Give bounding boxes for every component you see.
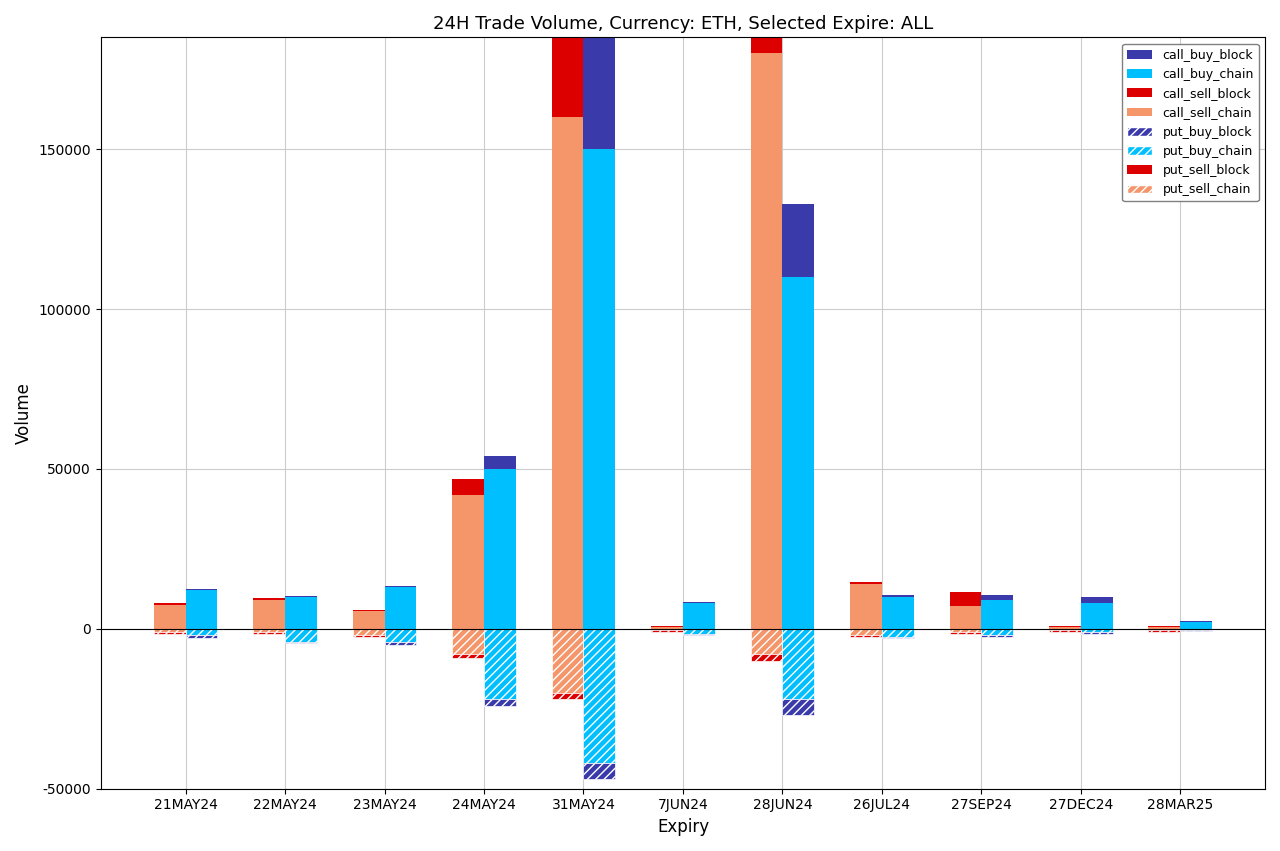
Bar	[552, 5, 584, 117]
Bar	[850, 582, 882, 584]
Bar	[1050, 631, 1080, 632]
Bar	[982, 635, 1014, 637]
Bar	[982, 600, 1014, 629]
Bar	[253, 629, 285, 632]
Bar	[1050, 627, 1080, 629]
Bar	[452, 494, 484, 629]
Bar	[782, 277, 814, 629]
Bar	[1180, 629, 1212, 631]
Bar	[882, 629, 914, 637]
Bar	[154, 632, 186, 634]
Bar	[684, 629, 714, 634]
Bar	[652, 627, 684, 629]
Bar	[882, 596, 914, 597]
Bar	[950, 592, 982, 607]
Bar	[584, 763, 616, 780]
Bar	[982, 629, 1014, 635]
Bar	[353, 629, 384, 635]
Bar	[552, 693, 584, 700]
Bar	[850, 635, 882, 637]
Bar	[1180, 622, 1212, 629]
Bar	[1148, 625, 1180, 627]
Bar	[484, 629, 516, 700]
Bar	[384, 629, 416, 642]
Bar	[652, 629, 684, 631]
X-axis label: Expiry: Expiry	[657, 818, 709, 836]
Bar	[1050, 625, 1080, 627]
Bar	[584, 15, 616, 149]
Bar	[1148, 627, 1180, 629]
Bar	[950, 632, 982, 634]
Bar	[285, 642, 317, 643]
Bar	[950, 607, 982, 629]
Bar	[452, 478, 484, 494]
Bar	[1080, 629, 1112, 632]
Bar	[484, 469, 516, 629]
Bar	[882, 597, 914, 629]
Bar	[1080, 632, 1112, 634]
Bar	[285, 597, 317, 629]
Bar	[750, 629, 782, 654]
Legend: call_buy_block, call_buy_chain, call_sell_block, call_sell_chain, put_buy_block,: call_buy_block, call_buy_chain, call_sel…	[1123, 43, 1258, 202]
Bar	[186, 635, 218, 638]
Bar	[484, 456, 516, 469]
Bar	[850, 629, 882, 635]
Bar	[850, 584, 882, 629]
Bar	[1148, 629, 1180, 631]
Bar	[1148, 631, 1180, 632]
Bar	[253, 600, 285, 629]
Bar	[353, 609, 384, 611]
Bar	[253, 598, 285, 600]
Bar	[782, 700, 814, 715]
Bar	[584, 629, 616, 763]
Bar	[1050, 629, 1080, 631]
Bar	[484, 700, 516, 705]
Bar	[652, 631, 684, 632]
Bar	[384, 642, 416, 645]
Bar	[782, 629, 814, 700]
Bar	[552, 629, 584, 693]
Bar	[750, 654, 782, 661]
Bar	[982, 596, 1014, 600]
Bar	[154, 629, 186, 632]
Bar	[154, 603, 186, 605]
Bar	[584, 149, 616, 629]
Bar	[882, 637, 914, 638]
Bar	[782, 203, 814, 277]
Bar	[452, 654, 484, 658]
Bar	[552, 117, 584, 629]
Bar	[1080, 603, 1112, 629]
Bar	[750, 54, 782, 629]
Bar	[950, 629, 982, 632]
Bar	[253, 632, 285, 634]
Bar	[1180, 621, 1212, 622]
Bar	[384, 587, 416, 629]
Title: 24H Trade Volume, Currency: ETH, Selected Expire: ALL: 24H Trade Volume, Currency: ETH, Selecte…	[433, 15, 933, 33]
Bar	[154, 605, 186, 629]
Bar	[684, 602, 714, 603]
Bar	[186, 591, 218, 629]
Bar	[750, 0, 782, 54]
Bar	[652, 625, 684, 627]
Bar	[186, 589, 218, 591]
Bar	[1080, 597, 1112, 603]
Bar	[684, 603, 714, 629]
Bar	[353, 611, 384, 629]
Y-axis label: Volume: Volume	[15, 382, 33, 444]
Bar	[186, 629, 218, 635]
Bar	[353, 635, 384, 637]
Bar	[384, 585, 416, 587]
Bar	[285, 629, 317, 642]
Bar	[452, 629, 484, 654]
Bar	[684, 634, 714, 635]
